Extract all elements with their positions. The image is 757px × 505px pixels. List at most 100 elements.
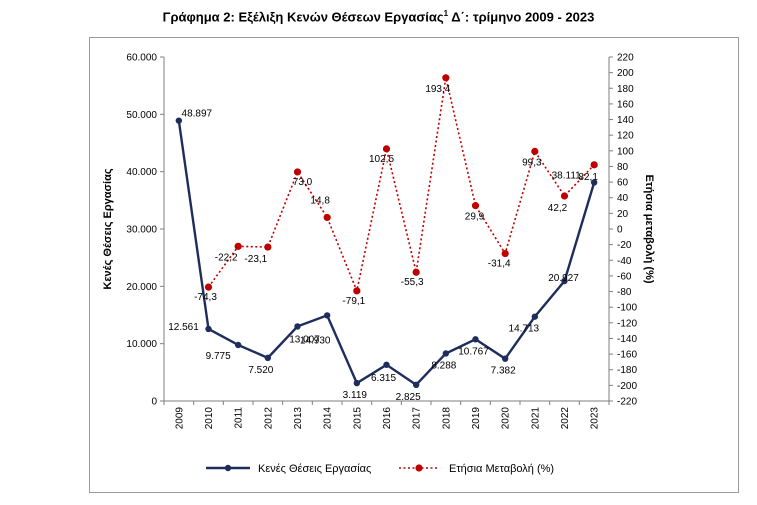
y-right-tick-label: 0 xyxy=(617,225,623,236)
annual-change-data-label: 29,9 xyxy=(465,212,485,223)
y-right-axis-title: Ετήσια μεταβολή (%) xyxy=(643,174,655,283)
annual-change-data-label: -55,3 xyxy=(401,277,424,288)
x-tick-label: 2016 xyxy=(382,407,393,430)
y-right-tick-label: 20 xyxy=(617,209,629,220)
vacancies-point xyxy=(561,277,568,285)
x-tick-label: 2013 xyxy=(293,407,304,430)
y-right-tick-label: -220 xyxy=(617,397,637,408)
chart-title-superscript: 1 xyxy=(443,9,449,18)
vacancies-point xyxy=(383,361,390,368)
x-tick-label: 2021 xyxy=(530,407,541,430)
annual-change-point xyxy=(501,249,509,258)
x-tick-label: 2011 xyxy=(234,407,245,429)
vacancies-point xyxy=(294,323,301,330)
annual-change-point xyxy=(560,192,569,200)
y-right-tick-label: 220 xyxy=(617,53,634,64)
y-left-tick-label: 20.000 xyxy=(126,282,157,293)
y-right-tick-label: 200 xyxy=(617,68,634,79)
vacancies-data-label: 10.767 xyxy=(458,346,489,357)
y-left-tick-label: 0 xyxy=(151,397,157,408)
annual-change-data-label: 99,3 xyxy=(522,157,542,168)
y-right-tick-label: 140 xyxy=(617,115,634,126)
vacancies-data-label: 8.288 xyxy=(431,360,456,371)
annual-change-point xyxy=(471,202,480,210)
x-tick-label: 2022 xyxy=(560,407,571,430)
annual-change-data-label: 102,5 xyxy=(369,154,394,165)
y-left-tick-label: 30.000 xyxy=(126,225,157,236)
legend-annual-change-label: Ετήσια Μεταβολή (%) xyxy=(449,463,554,475)
y-left-tick-label: 40.000 xyxy=(126,167,157,178)
vacancies-point xyxy=(175,117,183,124)
vacancies-data-label: 13.007 xyxy=(289,334,320,345)
vacancies-point xyxy=(323,312,331,319)
annual-change-point xyxy=(531,147,539,155)
annual-change-point xyxy=(353,287,361,295)
vacancies-data-label: 14.713 xyxy=(509,324,540,335)
annual-change-point xyxy=(382,145,391,153)
annual-change-point xyxy=(234,242,242,250)
vacancies-point xyxy=(590,179,598,186)
annual-change-data-label: -74,3 xyxy=(194,292,217,303)
annual-change-point xyxy=(442,74,450,82)
x-tick-label: 2018 xyxy=(441,407,452,430)
annual-change-data-label: -23,1 xyxy=(244,254,267,265)
vacancies-point xyxy=(472,336,479,343)
vacancies-data-label: 38.111 xyxy=(552,170,582,181)
legend-vacancies-marker xyxy=(224,464,232,472)
y-left-tick-label: 10.000 xyxy=(126,339,157,350)
vacancies-data-label: 7.382 xyxy=(491,366,516,377)
y-right-tick-label: -180 xyxy=(617,365,637,376)
y-right-tick-label: -200 xyxy=(617,381,637,392)
y-right-tick-label: 40 xyxy=(617,193,629,204)
annual-change-data-label: 14,8 xyxy=(310,195,330,206)
vacancies-data-label: 6.315 xyxy=(371,373,396,384)
vacancies-point xyxy=(353,379,361,387)
y-right-tick-label: 60 xyxy=(617,178,629,189)
chart-frame xyxy=(89,37,739,493)
annual-change-data-label: -79,1 xyxy=(342,296,365,307)
chart-title-main: Γράφημα 2: Εξέλιξη Κενών Θέσεων Εργασίας xyxy=(162,9,444,25)
vacancies-data-label: 48.897 xyxy=(182,109,213,120)
annual-change-data-label: -22,2 xyxy=(215,252,238,263)
legend-vacancies-label: Κενές Θέσεις Εργασίας xyxy=(258,463,371,475)
vacancies-data-label: 3.119 xyxy=(343,390,368,401)
annual-change-point xyxy=(590,161,598,169)
y-right-tick-label: 180 xyxy=(617,84,634,95)
vacancies-point xyxy=(264,354,272,362)
x-tick-label: 2009 xyxy=(174,407,185,430)
x-tick-label: 2019 xyxy=(471,407,482,430)
annual-change-data-label: -31,4 xyxy=(488,259,511,270)
vacancies-point xyxy=(205,325,212,333)
annual-change-point xyxy=(204,283,213,291)
annual-change-data-label: 193,4 xyxy=(425,84,450,95)
y-right-tick-label: -80 xyxy=(617,287,632,298)
annual-change-data-label: 42,2 xyxy=(548,203,568,214)
vacancies-data-label: 20.927 xyxy=(548,273,579,284)
x-tick-label: 2015 xyxy=(352,407,363,430)
y-right-tick-label: 160 xyxy=(617,99,634,110)
annual-change-point xyxy=(293,168,302,176)
vacancies-point xyxy=(531,313,539,320)
y-right-tick-label: -100 xyxy=(617,303,637,314)
vacancies-data-label: 12.561 xyxy=(168,322,199,333)
annual-change-data-label: 73,0 xyxy=(293,177,313,188)
x-tick-label: 2023 xyxy=(590,407,601,430)
y-left-tick-label: 60.000 xyxy=(126,53,157,64)
vacancies-data-label: 14.930 xyxy=(300,335,331,346)
x-tick-label: 2010 xyxy=(204,407,215,430)
y-right-tick-label: 100 xyxy=(617,146,634,157)
y-left-axis-title: Κενές Θέσεις Εργασίας xyxy=(102,168,114,289)
annual-change-point xyxy=(264,243,272,251)
chart-title: Γράφημα 2: Εξέλιξη Κενών Θέσεων Εργασίας… xyxy=(0,9,757,24)
x-tick-label: 2014 xyxy=(323,407,334,430)
y-right-tick-label: 120 xyxy=(617,131,634,142)
x-tick-label: 2012 xyxy=(263,407,274,430)
vacancies-point xyxy=(412,381,420,389)
y-right-tick-label: -20 xyxy=(617,240,632,251)
y-right-tick-label: 80 xyxy=(617,162,629,173)
y-right-tick-label: -140 xyxy=(617,334,637,345)
y-right-tick-label: -40 xyxy=(617,256,632,267)
legend-annual-change-marker xyxy=(415,464,423,472)
x-tick-label: 2020 xyxy=(501,407,512,430)
